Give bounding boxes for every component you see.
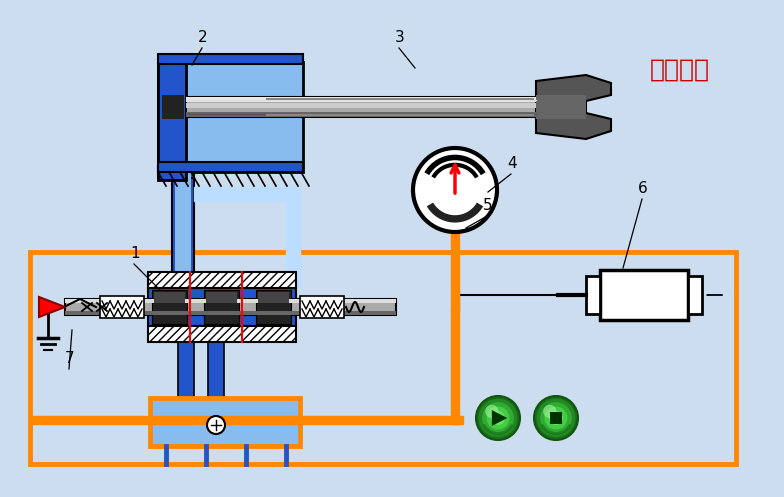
Circle shape xyxy=(491,411,505,425)
Bar xyxy=(152,290,187,324)
Bar xyxy=(266,114,534,116)
Bar xyxy=(208,342,224,417)
Bar xyxy=(208,398,224,435)
Bar xyxy=(194,187,300,201)
Text: 3: 3 xyxy=(395,30,405,45)
Bar xyxy=(65,299,396,315)
Bar xyxy=(158,62,303,172)
Bar xyxy=(162,95,184,119)
Bar xyxy=(65,299,396,303)
Bar xyxy=(30,416,463,424)
Bar xyxy=(206,292,237,303)
Bar xyxy=(158,54,303,64)
Bar xyxy=(178,342,194,417)
Circle shape xyxy=(476,396,520,440)
Circle shape xyxy=(479,399,517,437)
Bar xyxy=(451,310,459,424)
Bar xyxy=(300,296,344,318)
Bar xyxy=(550,412,562,424)
Polygon shape xyxy=(426,203,483,223)
Bar xyxy=(451,232,459,312)
Bar xyxy=(256,290,291,324)
Bar xyxy=(688,276,702,314)
Bar xyxy=(258,292,289,303)
Circle shape xyxy=(549,411,563,425)
Bar xyxy=(186,97,536,102)
Bar xyxy=(158,54,186,180)
Bar xyxy=(148,326,296,342)
Circle shape xyxy=(534,396,578,440)
Text: 4: 4 xyxy=(507,156,517,171)
Text: 1: 1 xyxy=(130,246,140,261)
Bar xyxy=(175,172,191,342)
Polygon shape xyxy=(39,297,65,317)
Bar xyxy=(65,311,396,315)
Circle shape xyxy=(540,402,572,434)
Polygon shape xyxy=(492,410,507,426)
Text: 7: 7 xyxy=(65,351,74,366)
Text: 2: 2 xyxy=(198,30,208,45)
Bar xyxy=(286,187,300,287)
Bar xyxy=(30,252,736,464)
Bar xyxy=(266,98,534,100)
Bar xyxy=(600,270,688,320)
Circle shape xyxy=(413,148,497,232)
Bar xyxy=(148,288,296,326)
Circle shape xyxy=(482,402,514,434)
Bar xyxy=(204,290,239,324)
Bar xyxy=(158,166,194,178)
Bar xyxy=(536,95,586,119)
Bar xyxy=(186,112,536,117)
Circle shape xyxy=(207,416,225,434)
Circle shape xyxy=(543,405,557,418)
Text: 5: 5 xyxy=(483,198,492,213)
Bar xyxy=(586,276,600,314)
Bar xyxy=(158,162,303,172)
Bar xyxy=(148,272,296,288)
Bar xyxy=(186,97,536,117)
Bar xyxy=(186,103,536,108)
Circle shape xyxy=(545,407,568,429)
Text: 剪辑制作: 剪辑制作 xyxy=(650,58,710,82)
Bar xyxy=(172,172,194,342)
Circle shape xyxy=(487,407,510,429)
Circle shape xyxy=(485,405,499,418)
Bar xyxy=(178,398,194,435)
Text: 6: 6 xyxy=(638,181,648,196)
Bar xyxy=(154,292,185,303)
Bar xyxy=(150,398,300,446)
Polygon shape xyxy=(536,75,611,139)
Bar xyxy=(100,296,144,318)
Circle shape xyxy=(536,399,575,437)
